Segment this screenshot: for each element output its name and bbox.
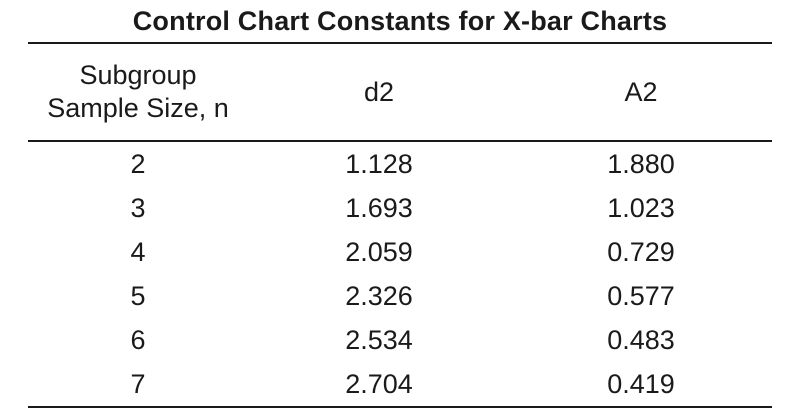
cell-sample-size: 4 [130,236,146,267]
header-row: Subgroup Sample Size, n d2 A2 [28,44,772,141]
constants-table: Subgroup Sample Size, n d2 A2 2 1.128 1.88… [28,44,772,408]
cell-sample-size: 6 [130,324,146,355]
cell-d2: 2.059 [345,236,413,267]
cell-d2: 1.128 [345,148,413,179]
table-row: 5 2.326 0.577 [28,274,772,318]
cell-a2: 0.729 [607,236,675,267]
cell-sample-size: 5 [130,280,146,311]
cell-d2: 2.534 [345,324,413,355]
table-row: 2 1.128 1.880 [28,141,772,186]
table-row: 7 2.704 0.419 [28,362,772,407]
table-row: 6 2.534 0.483 [28,318,772,362]
header-sample-size-line2: Sample Size, n [47,93,229,123]
header-sample-size-line1: Subgroup [79,60,197,90]
cell-sample-size: 7 [130,368,146,399]
table-header: Subgroup Sample Size, n d2 A2 [28,44,772,141]
table-body: 2 1.128 1.880 3 1.693 1.023 4 2.059 0.729 5 2.326 0… [28,141,772,407]
cell-sample-size: 3 [130,192,146,223]
table-title: Control Chart Constants for X-bar Charts [28,0,772,44]
cell-sample-size: 2 [130,148,146,179]
cell-a2: 0.577 [607,280,675,311]
cell-a2: 0.419 [607,368,675,399]
constants-table-container: Control Chart Constants for X-bar Charts… [28,0,772,408]
table-row: 4 2.059 0.729 [28,230,772,274]
cell-d2: 1.693 [345,192,413,223]
cell-d2: 2.326 [345,280,413,311]
cell-d2: 2.704 [345,368,413,399]
cell-a2: 1.880 [607,148,675,179]
header-d2: d2 [363,76,395,107]
header-sample-size: Subgroup Sample Size, n [28,44,248,141]
table-row: 3 1.693 1.023 [28,186,772,230]
header-a2: A2 [624,76,658,107]
cell-a2: 0.483 [607,324,675,355]
cell-a2: 1.023 [607,192,675,223]
